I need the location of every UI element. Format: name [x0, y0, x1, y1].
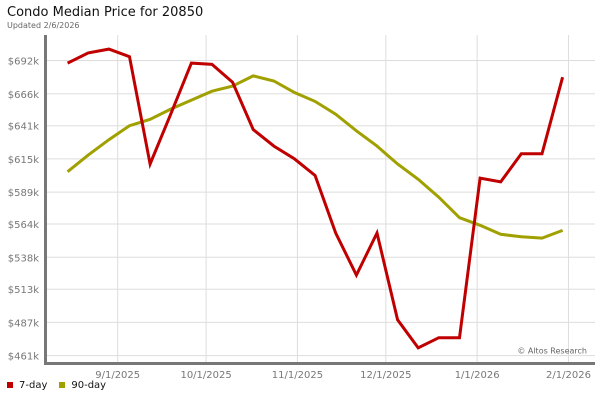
legend-swatch	[59, 382, 66, 388]
chart-subtitle: Updated 2/6/2026	[7, 21, 80, 30]
y-tick-label: $692k	[8, 57, 39, 68]
x-tick-label: 1/1/2026	[455, 370, 500, 381]
legend-item-7-day: 7-day	[7, 380, 47, 391]
x-tick-label: 2/1/2026	[546, 370, 591, 381]
y-tick-label: $513k	[8, 285, 39, 296]
x-tick-label: 9/1/2025	[95, 370, 140, 381]
y-tick-label: $538k	[8, 253, 39, 264]
y-tick-label: $666k	[8, 90, 39, 101]
y-tick-label: $487k	[8, 318, 39, 329]
legend-label: 90-day	[71, 380, 107, 391]
y-tick-label: $564k	[8, 220, 39, 231]
legend-label: 7-day	[19, 380, 48, 391]
y-tick-label: $615k	[8, 155, 39, 166]
plot-background	[47, 35, 595, 362]
y-tick-label: $461k	[8, 352, 39, 363]
legend-swatch	[7, 382, 13, 388]
x-tick-label: 11/1/2025	[272, 370, 323, 381]
x-tick-label: 12/1/2025	[360, 370, 411, 381]
legend: 7-day 90-day	[7, 380, 106, 391]
y-tick-label: $589k	[8, 188, 39, 199]
x-tick-label: 10/1/2025	[180, 370, 231, 381]
y-tick-label: $641k	[8, 122, 39, 133]
chart-title: Condo Median Price for 20850	[7, 5, 204, 20]
legend-item-90-day: 90-day	[59, 380, 106, 391]
watermark: © Altos Research	[517, 347, 587, 356]
